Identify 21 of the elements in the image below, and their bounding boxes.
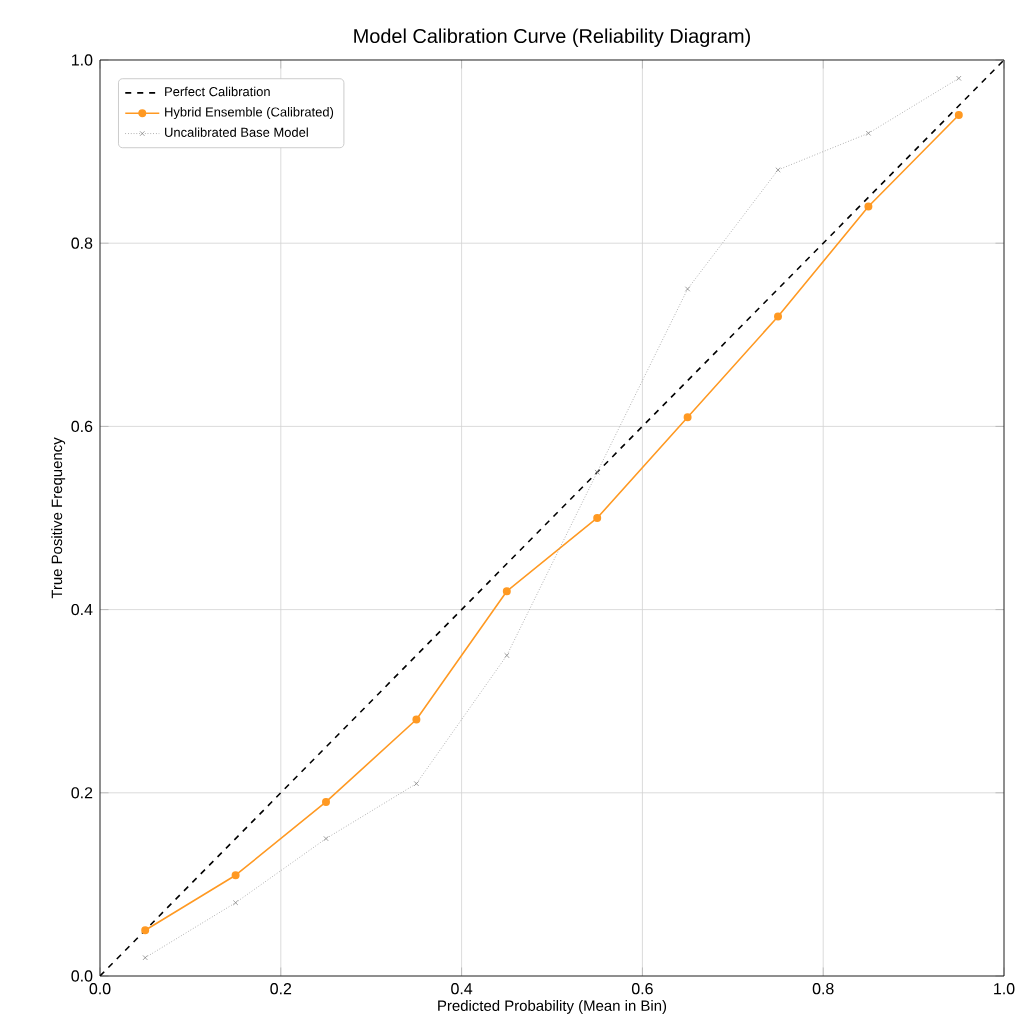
point — [413, 780, 420, 787]
point — [593, 514, 602, 522]
point — [774, 312, 782, 321]
chart-title: Model Calibration Curve (Reliability Diagram) — [354, 28, 750, 47]
point — [594, 469, 600, 475]
point — [142, 955, 148, 961]
point — [141, 926, 150, 935]
point — [864, 202, 873, 211]
point — [322, 797, 330, 806]
point — [954, 110, 963, 119]
point — [323, 835, 329, 842]
point — [232, 900, 239, 906]
point — [775, 167, 781, 173]
point — [504, 652, 510, 659]
point — [231, 871, 240, 880]
point — [412, 715, 421, 724]
point — [684, 286, 691, 292]
point — [865, 130, 872, 136]
point — [502, 587, 511, 596]
point — [683, 413, 692, 422]
point — [956, 75, 962, 81]
